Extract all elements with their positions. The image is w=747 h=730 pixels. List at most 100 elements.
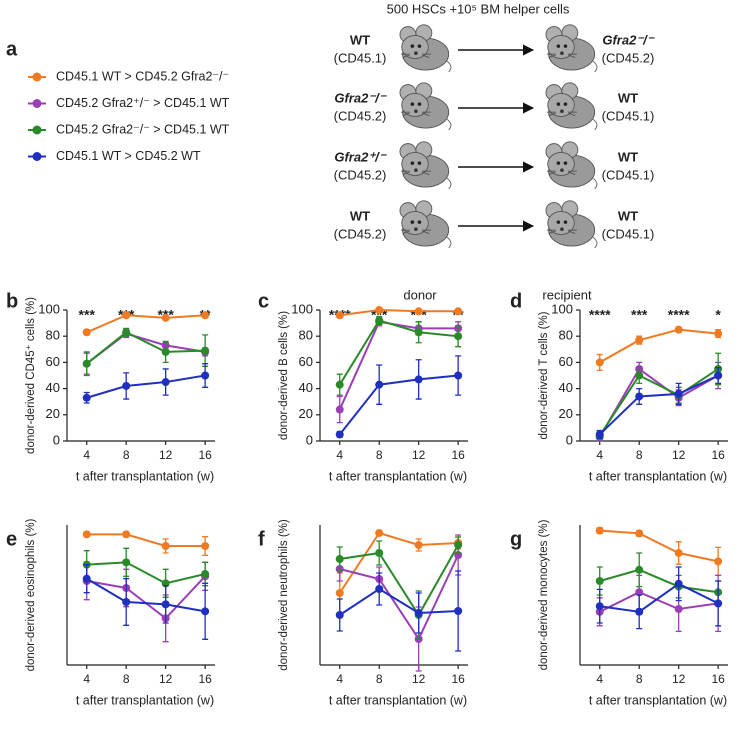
significance: * (715, 307, 721, 323)
recipient-genotype: WT (618, 208, 638, 223)
point (82, 328, 91, 337)
series-line (599, 591, 719, 613)
panel-label: a (6, 38, 18, 60)
legend-label: CD45.2 Gfra2⁻/⁻ > CD45.1 WT (56, 122, 230, 136)
point (595, 577, 604, 585)
point (335, 611, 344, 619)
point (161, 542, 170, 550)
point (674, 579, 683, 588)
x-tick-label: 8 (123, 448, 130, 462)
series-line (338, 531, 459, 594)
point (375, 316, 384, 325)
x-tick-label: 16 (451, 672, 465, 686)
point (201, 607, 210, 616)
point (674, 389, 683, 398)
series-line (86, 561, 206, 585)
donor-mouse (399, 141, 452, 189)
x-tick-label: 8 (636, 448, 643, 462)
x-axis-label: t after transplantation (w) (329, 469, 467, 483)
point (161, 378, 170, 387)
point (595, 430, 604, 439)
point (635, 371, 644, 380)
x-tick-label: 12 (159, 448, 173, 462)
panel-label: g (510, 528, 522, 550)
point (595, 358, 604, 367)
y-tick-label: 40 (299, 380, 313, 395)
point (82, 393, 91, 402)
series-line (599, 328, 719, 364)
recipient-cd: (CD45.1) (602, 226, 655, 241)
legend-marker (32, 99, 42, 108)
y-tick-label: 80 (559, 328, 573, 343)
series-line (86, 577, 206, 613)
y-tick-label: 60 (299, 354, 313, 369)
x-tick-label: 8 (123, 672, 130, 686)
recipient-cd: (CD45.1) (602, 108, 655, 123)
x-tick-label: 4 (336, 448, 343, 462)
point (635, 529, 644, 538)
series-line (86, 533, 206, 547)
point (161, 600, 170, 609)
x-axis-label: t after transplantation (w) (76, 693, 214, 707)
y-tick-label: 20 (46, 406, 60, 421)
series-line (599, 374, 719, 436)
point (635, 607, 644, 616)
series-line (598, 368, 719, 437)
point (635, 336, 644, 345)
point (122, 530, 131, 539)
series-line (86, 575, 206, 620)
donor-cd: (CD45.1) (334, 50, 387, 65)
point (335, 430, 344, 439)
recipient-mouse (545, 82, 598, 130)
x-tick-label: 16 (451, 448, 465, 462)
x-tick-label: 4 (596, 672, 603, 686)
y-tick-label: 20 (559, 406, 573, 421)
x-tick-label: 12 (412, 448, 426, 462)
point (122, 558, 131, 567)
y-tick-label: 40 (46, 380, 60, 395)
recipient-cd: (CD45.2) (602, 50, 655, 65)
recipient-label: recipient (542, 287, 592, 302)
x-tick-label: 8 (376, 448, 383, 462)
point (674, 325, 683, 334)
donor-mouse (399, 200, 452, 248)
point (335, 405, 344, 414)
y-tick-label: 80 (46, 328, 60, 343)
series-line (338, 374, 459, 436)
x-tick-label: 8 (636, 672, 643, 686)
donor-genotype: Gfra2⁺/⁻ (334, 149, 387, 164)
point (635, 392, 644, 401)
point (82, 574, 91, 583)
donor-cd: (CD45.2) (334, 226, 387, 241)
donor-label: donor (403, 287, 437, 302)
series-line (599, 582, 719, 613)
panel-label: b (6, 290, 18, 312)
y-tick-label: 0 (306, 432, 313, 447)
point (201, 542, 210, 550)
series-line (339, 308, 459, 317)
series-line (599, 529, 719, 563)
point (595, 526, 604, 535)
series-line (86, 374, 206, 399)
x-axis-label: t after transplantation (w) (589, 693, 727, 707)
point (414, 541, 423, 549)
point (674, 549, 683, 557)
point (201, 371, 210, 380)
legend-label: CD45.1 WT > CD45.2 WT (56, 149, 201, 163)
point (375, 380, 384, 389)
point (635, 588, 644, 597)
point (122, 328, 131, 337)
series-line (339, 544, 460, 617)
point (714, 557, 723, 566)
point (201, 570, 210, 578)
legend-marker (32, 72, 42, 82)
recipient-genotype: WT (618, 149, 638, 164)
recipient-mouse (545, 141, 598, 189)
point (161, 313, 170, 322)
series-line (599, 568, 719, 594)
y-tick-label: 100 (551, 301, 573, 316)
point (375, 306, 384, 314)
x-tick-label: 16 (711, 672, 725, 686)
point (454, 541, 463, 549)
